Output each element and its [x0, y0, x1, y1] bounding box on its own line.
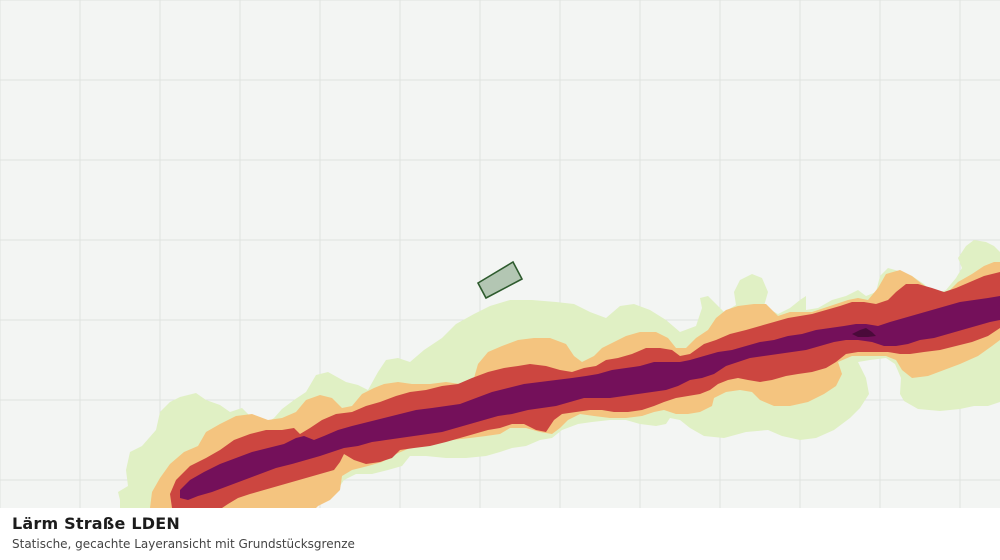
map-grid: [0, 0, 1000, 508]
property-parcel[interactable]: [476, 260, 524, 300]
map-view[interactable]: [0, 0, 1000, 508]
map-caption-panel: Lärm Straße LDEN Statische, gecachte Lay…: [0, 508, 1000, 560]
noise-band-high: [180, 296, 1000, 500]
layer-subtitle: Statische, gecachte Layeransicht mit Gru…: [12, 537, 355, 551]
map-canvas[interactable]: [0, 0, 1000, 508]
noise-band-highest: [852, 328, 876, 337]
layer-title: Lärm Straße LDEN: [12, 514, 180, 533]
